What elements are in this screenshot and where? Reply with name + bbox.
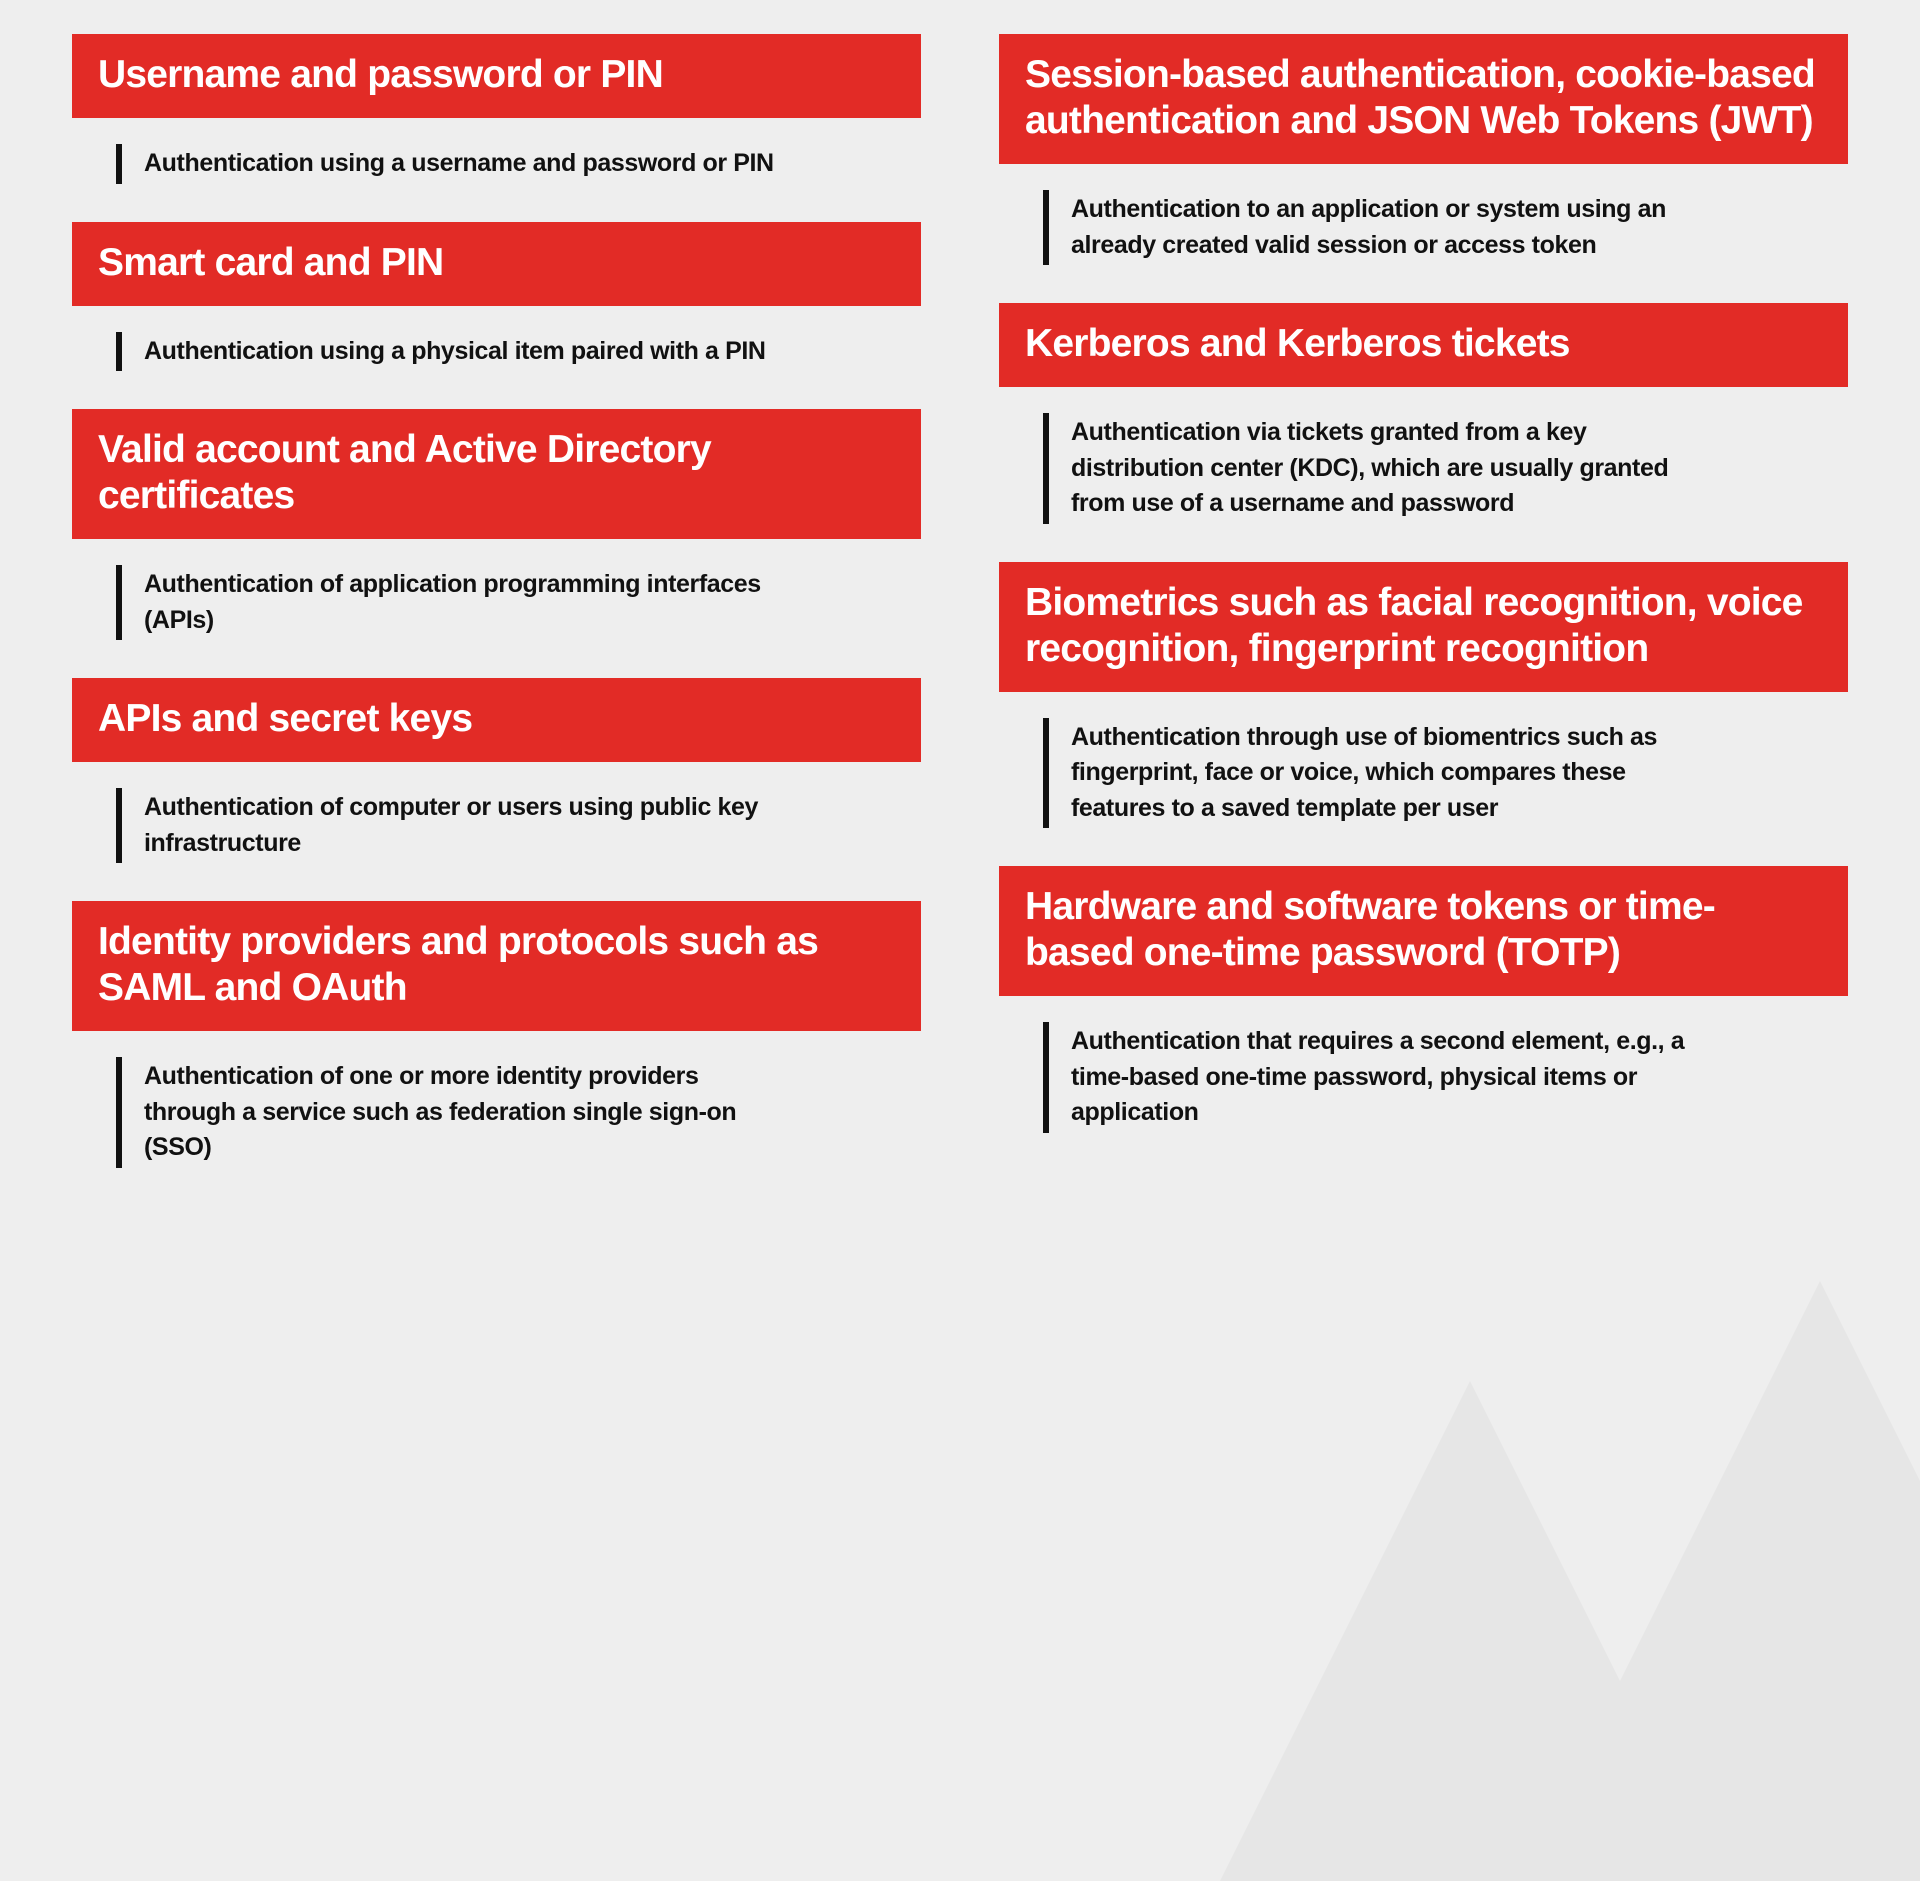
card-session-cookie-jwt: Session-based authentication, cookie-bas… bbox=[999, 34, 1848, 269]
card-body: Authentication that requires a second el… bbox=[1043, 1022, 1723, 1133]
card-body: Authentication through use of biomentric… bbox=[1043, 718, 1723, 829]
card-body-wrap: Authentication of application programmin… bbox=[72, 539, 921, 644]
card-title: Smart card and PIN bbox=[72, 222, 921, 306]
card-title: Username and password or PIN bbox=[72, 34, 921, 118]
card-body: Authentication of one or more identity p… bbox=[116, 1057, 796, 1168]
card-identity-providers: Identity providers and protocols such as… bbox=[72, 901, 921, 1172]
card-active-directory: Valid account and Active Directory certi… bbox=[72, 409, 921, 644]
columns-container: Username and password or PIN Authenticat… bbox=[0, 0, 1920, 1246]
card-title: Biometrics such as facial recognition, v… bbox=[999, 562, 1848, 692]
column-right: Session-based authentication, cookie-bas… bbox=[999, 34, 1848, 1206]
card-title: Identity providers and protocols such as… bbox=[72, 901, 921, 1031]
card-body-wrap: Authentication through use of biomentric… bbox=[999, 692, 1848, 833]
card-body-wrap: Authentication via tickets granted from … bbox=[999, 387, 1848, 528]
card-username-password: Username and password or PIN Authenticat… bbox=[72, 34, 921, 188]
card-body-wrap: Authentication to an application or syst… bbox=[999, 164, 1848, 269]
card-title: Session-based authentication, cookie-bas… bbox=[999, 34, 1848, 164]
card-title: Valid account and Active Directory certi… bbox=[72, 409, 921, 539]
card-title: APIs and secret keys bbox=[72, 678, 921, 762]
card-body-wrap: Authentication of computer or users usin… bbox=[72, 762, 921, 867]
card-apis-secret-keys: APIs and secret keys Authentication of c… bbox=[72, 678, 921, 867]
card-tokens-totp: Hardware and software tokens or time-bas… bbox=[999, 866, 1848, 1137]
card-biometrics: Biometrics such as facial recognition, v… bbox=[999, 562, 1848, 833]
card-title: Hardware and software tokens or time-bas… bbox=[999, 866, 1848, 996]
card-body-wrap: Authentication that requires a second el… bbox=[999, 996, 1848, 1137]
card-body-wrap: Authentication using a physical item pai… bbox=[72, 306, 921, 376]
card-body: Authentication of computer or users usin… bbox=[116, 788, 796, 863]
card-body-wrap: Authentication of one or more identity p… bbox=[72, 1031, 921, 1172]
card-body: Authentication via tickets granted from … bbox=[1043, 413, 1723, 524]
card-body: Authentication using a username and pass… bbox=[116, 144, 796, 184]
card-smart-card: Smart card and PIN Authentication using … bbox=[72, 222, 921, 376]
card-kerberos: Kerberos and Kerberos tickets Authentica… bbox=[999, 303, 1848, 528]
card-body: Authentication using a physical item pai… bbox=[116, 332, 796, 372]
column-left: Username and password or PIN Authenticat… bbox=[72, 34, 921, 1206]
card-body-wrap: Authentication using a username and pass… bbox=[72, 118, 921, 188]
card-body: Authentication to an application or syst… bbox=[1043, 190, 1723, 265]
card-body: Authentication of application programmin… bbox=[116, 565, 796, 640]
card-title: Kerberos and Kerberos tickets bbox=[999, 303, 1848, 387]
